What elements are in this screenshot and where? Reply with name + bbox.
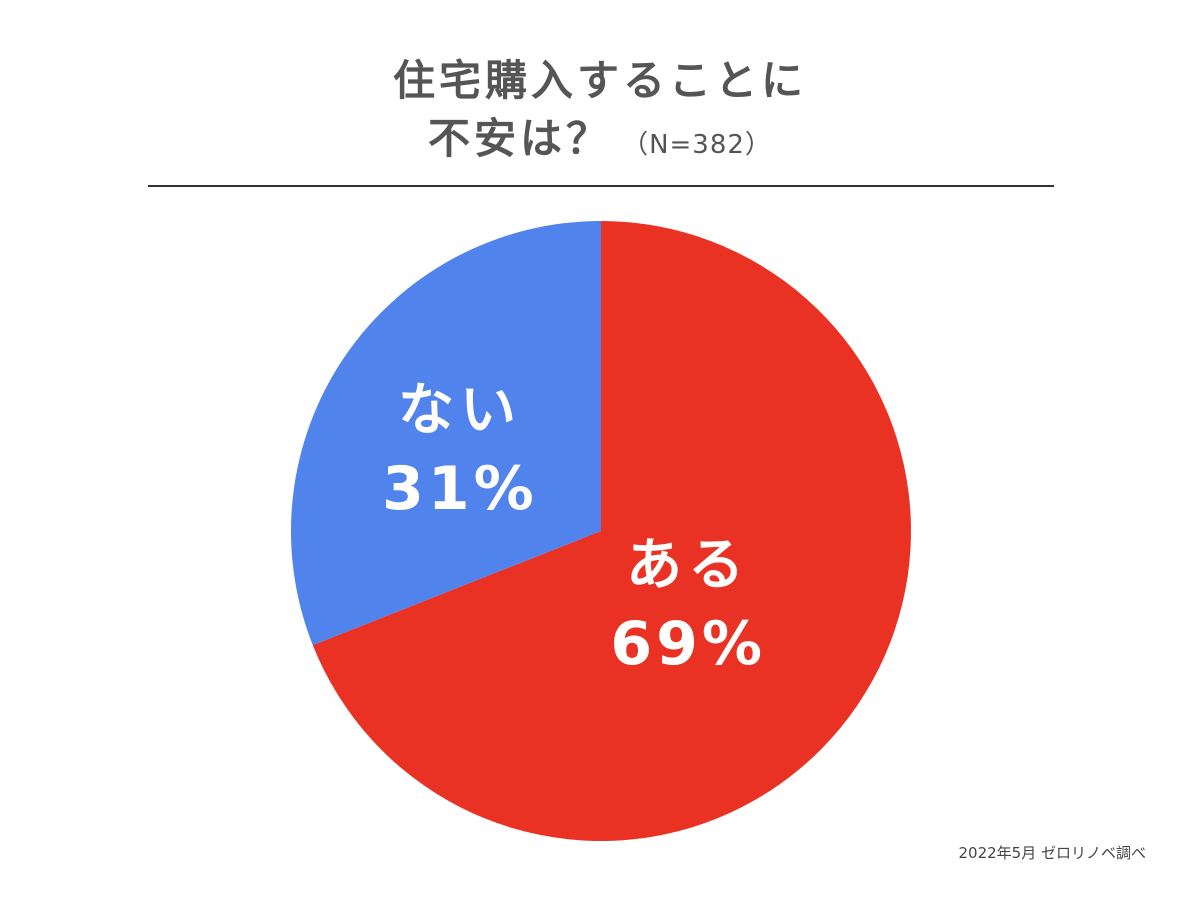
pie-labels: ある 69% ない 31%	[382, 378, 766, 679]
sample-size-label: （N=382）	[622, 130, 772, 160]
chart-title: 住宅購入することに 不安は？ （N=382）	[0, 52, 1200, 174]
slice-value-label-2: 31%	[382, 454, 538, 524]
slice-category-label-1: ある	[626, 533, 750, 598]
pie-slice-1	[312, 221, 911, 841]
slice-category-label-2: ない	[398, 378, 522, 443]
source-note: 2022年5月 ゼロリノベ調べ	[958, 844, 1147, 862]
pie-slice-2	[290, 221, 601, 646]
pie-slices	[290, 221, 911, 841]
chart-title-line2: 不安は？ （N=382）	[0, 110, 1200, 174]
chart-title-line1: 住宅購入することに	[392, 56, 807, 105]
title-divider	[148, 185, 1054, 187]
chart-title-question: 不安は？	[428, 114, 613, 163]
slice-value-label-1: 69%	[610, 609, 766, 679]
